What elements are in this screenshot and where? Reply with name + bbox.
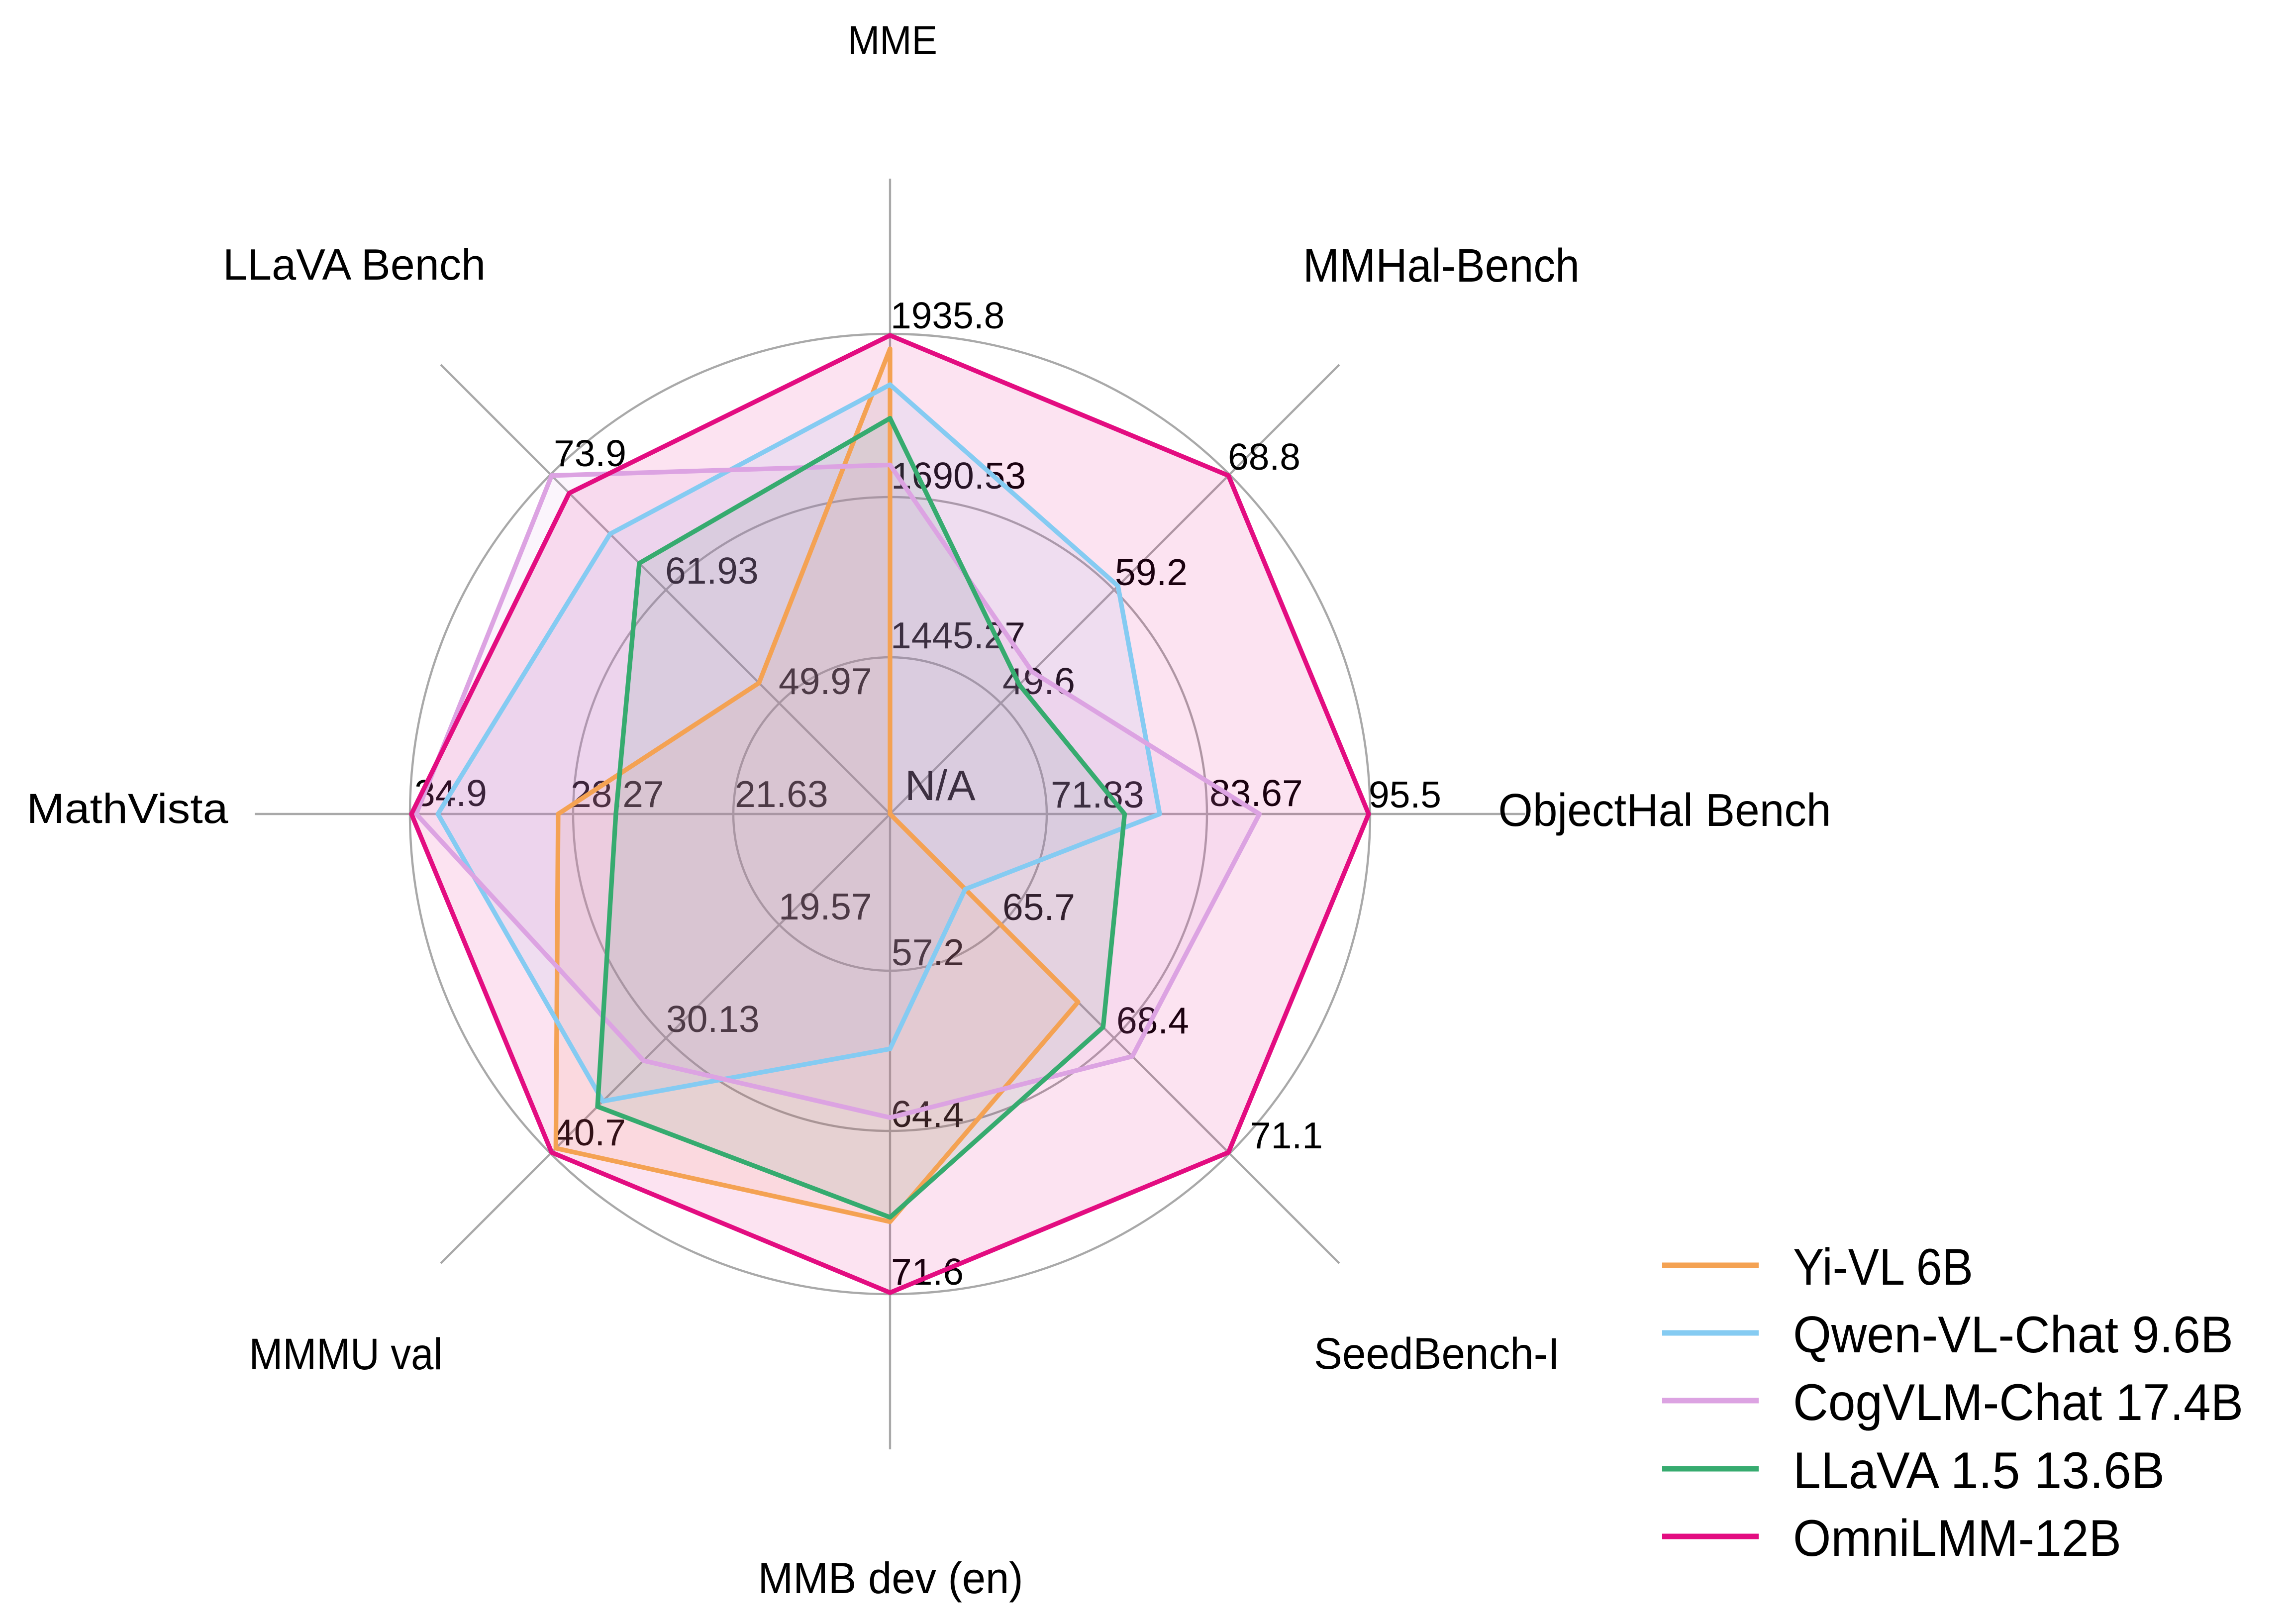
svg-text:Yi-VL 6B: Yi-VL 6B — [1793, 1238, 1973, 1296]
svg-text:LLaVA 1.5 13.6B: LLaVA 1.5 13.6B — [1793, 1442, 2165, 1500]
svg-text:MathVista: MathVista — [27, 785, 228, 832]
svg-text:68.8: 68.8 — [1228, 436, 1300, 478]
svg-text:49.97: 49.97 — [779, 660, 872, 702]
svg-text:N/A: N/A — [905, 762, 976, 810]
svg-text:1935.8: 1935.8 — [891, 295, 1004, 336]
svg-text:49.6: 49.6 — [1002, 660, 1075, 702]
svg-text:MMMU val: MMMU val — [249, 1329, 443, 1379]
svg-text:LLaVA Bench: LLaVA Bench — [223, 240, 486, 289]
svg-text:OmniLMM-12B: OmniLMM-12B — [1793, 1510, 2121, 1567]
svg-text:MMB dev (en): MMB dev (en) — [758, 1553, 1023, 1603]
svg-text:59.2: 59.2 — [1115, 551, 1188, 593]
svg-text:73.9: 73.9 — [554, 432, 626, 474]
svg-text:65.7: 65.7 — [1002, 886, 1075, 928]
svg-text:Qwen-VL-Chat 9.6B: Qwen-VL-Chat 9.6B — [1793, 1306, 2233, 1364]
svg-text:30.13: 30.13 — [666, 998, 760, 1040]
svg-text:21.63: 21.63 — [735, 773, 828, 815]
svg-text:61.93: 61.93 — [665, 550, 759, 592]
svg-text:71.1: 71.1 — [1250, 1115, 1323, 1156]
svg-text:ObjectHal Bench: ObjectHal Bench — [1498, 784, 1831, 836]
svg-text:MME: MME — [848, 18, 937, 63]
svg-text:MMHal-Bench: MMHal-Bench — [1303, 239, 1580, 292]
svg-text:95.5: 95.5 — [1369, 774, 1441, 815]
svg-text:40.7: 40.7 — [553, 1112, 626, 1153]
svg-text:CogVLM-Chat 17.4B: CogVLM-Chat 17.4B — [1793, 1374, 2243, 1431]
svg-text:19.57: 19.57 — [779, 886, 872, 927]
svg-text:SeedBench-I: SeedBench-I — [1314, 1328, 1560, 1378]
